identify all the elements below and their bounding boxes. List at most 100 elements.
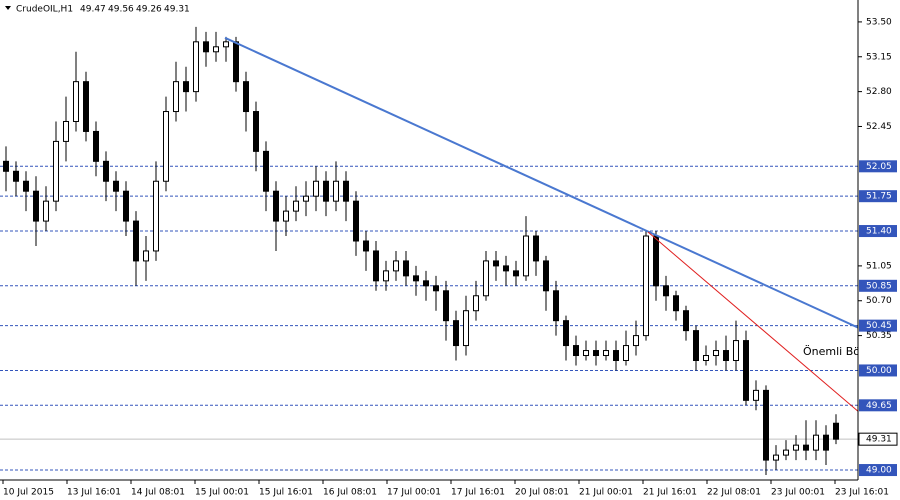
level-box — [859, 279, 897, 292]
candle-body — [763, 389, 769, 461]
candle-body — [363, 240, 369, 252]
candle-body — [823, 434, 829, 451]
candle-body — [413, 275, 419, 282]
candle-body — [543, 260, 549, 292]
candle-body — [383, 270, 389, 282]
level-label: 49.65 — [866, 401, 892, 411]
level-box — [859, 364, 897, 377]
header-value: 49.47 — [80, 5, 106, 15]
x-tick-label: 15 Jul 16:01 — [259, 488, 313, 498]
candle-body — [703, 355, 709, 361]
y-tick-label: 52.45 — [866, 122, 892, 132]
candle-body — [223, 41, 229, 48]
level-label: 49.00 — [866, 466, 892, 476]
candle-body — [23, 180, 29, 192]
y-tick-label: 53.15 — [866, 52, 892, 62]
candle-body — [573, 345, 579, 357]
candle-body — [183, 81, 189, 93]
level-label: 50.85 — [866, 281, 892, 291]
candle-body — [133, 220, 139, 262]
candle-body — [313, 180, 319, 197]
candle-body — [53, 140, 59, 202]
x-tick-label: 23 Jul 00:01 — [771, 488, 825, 498]
candle-body — [163, 111, 169, 182]
candle-body — [633, 335, 639, 347]
level-box — [859, 319, 897, 332]
candle-body — [263, 150, 269, 192]
candle-body — [593, 350, 599, 357]
menu-arrow[interactable] — [5, 6, 11, 10]
plot-area: Önemli Bö — [0, 26, 860, 476]
x-tick-label: 15 Jul 00:01 — [195, 488, 249, 498]
candle-body — [723, 350, 729, 361]
level-label: 52.05 — [866, 162, 892, 172]
annotation: Önemli Bö — [803, 345, 860, 358]
candle-body — [293, 200, 299, 212]
candle-body — [663, 285, 669, 297]
y-tick-label: 51.05 — [866, 261, 892, 271]
candle-body — [353, 200, 359, 242]
y-tick-label: 50.35 — [866, 331, 892, 341]
candle-body — [73, 81, 79, 122]
candle-body — [813, 434, 819, 451]
candle-body — [793, 444, 799, 451]
candle-body — [783, 449, 789, 456]
x-tick-label: 20 Jul 08:01 — [515, 488, 569, 498]
level-box — [859, 464, 897, 477]
x-tick-label: 14 Jul 08:01 — [131, 488, 185, 498]
candle-body — [333, 180, 339, 202]
candle-body — [393, 260, 399, 272]
x-tick-label: 16 Jul 08:01 — [323, 488, 377, 498]
candle-body — [113, 180, 119, 192]
candle-body — [533, 235, 539, 262]
candle-body — [463, 310, 469, 347]
candle-body — [433, 285, 439, 292]
x-tick-label: 17 Jul 16:01 — [451, 488, 505, 498]
candle-body — [153, 180, 159, 252]
x-tick-label: 21 Jul 16:01 — [643, 488, 697, 498]
y-tick-label: 50.70 — [866, 296, 892, 306]
trend-line — [224, 36, 858, 329]
level-label: 51.40 — [866, 227, 892, 237]
candle-body — [63, 120, 69, 142]
candle-body — [513, 270, 519, 277]
level-label: 51.75 — [866, 192, 892, 202]
candle-body — [523, 235, 529, 277]
header-value: 49.26 — [136, 5, 162, 15]
candle-body — [643, 235, 649, 337]
candle-body — [343, 180, 349, 202]
chart-title: CrudeOIL,H1 — [16, 5, 73, 15]
candle-body — [13, 170, 19, 182]
candle-body — [103, 160, 109, 182]
current-price-box — [858, 432, 898, 446]
candle-body — [323, 180, 329, 202]
candle-body — [273, 190, 279, 222]
candle-body — [253, 111, 259, 152]
candle-body — [243, 81, 249, 113]
candle-body — [773, 454, 779, 461]
candle-body — [233, 41, 239, 83]
level-box — [859, 190, 897, 203]
x-tick-label: 17 Jul 00:01 — [387, 488, 441, 498]
candle-body — [803, 444, 809, 451]
candle-body — [483, 260, 489, 297]
candle-body — [173, 81, 179, 113]
candle-body — [193, 41, 199, 93]
candle-body — [473, 295, 479, 312]
candle-body — [693, 330, 699, 361]
candle-body — [373, 250, 379, 282]
candle-body — [213, 46, 219, 53]
candle-body — [563, 320, 569, 347]
candle-body — [403, 260, 409, 277]
candle-body — [143, 250, 149, 262]
candle-body — [683, 310, 689, 332]
candle-body — [3, 160, 9, 172]
candle-body — [613, 350, 619, 361]
candle-body — [623, 345, 629, 361]
header-value: 49.31 — [164, 5, 190, 15]
candle-body — [493, 260, 499, 267]
x-tick-label: 22 Jul 08:01 — [707, 488, 761, 498]
candle-body — [453, 320, 459, 347]
